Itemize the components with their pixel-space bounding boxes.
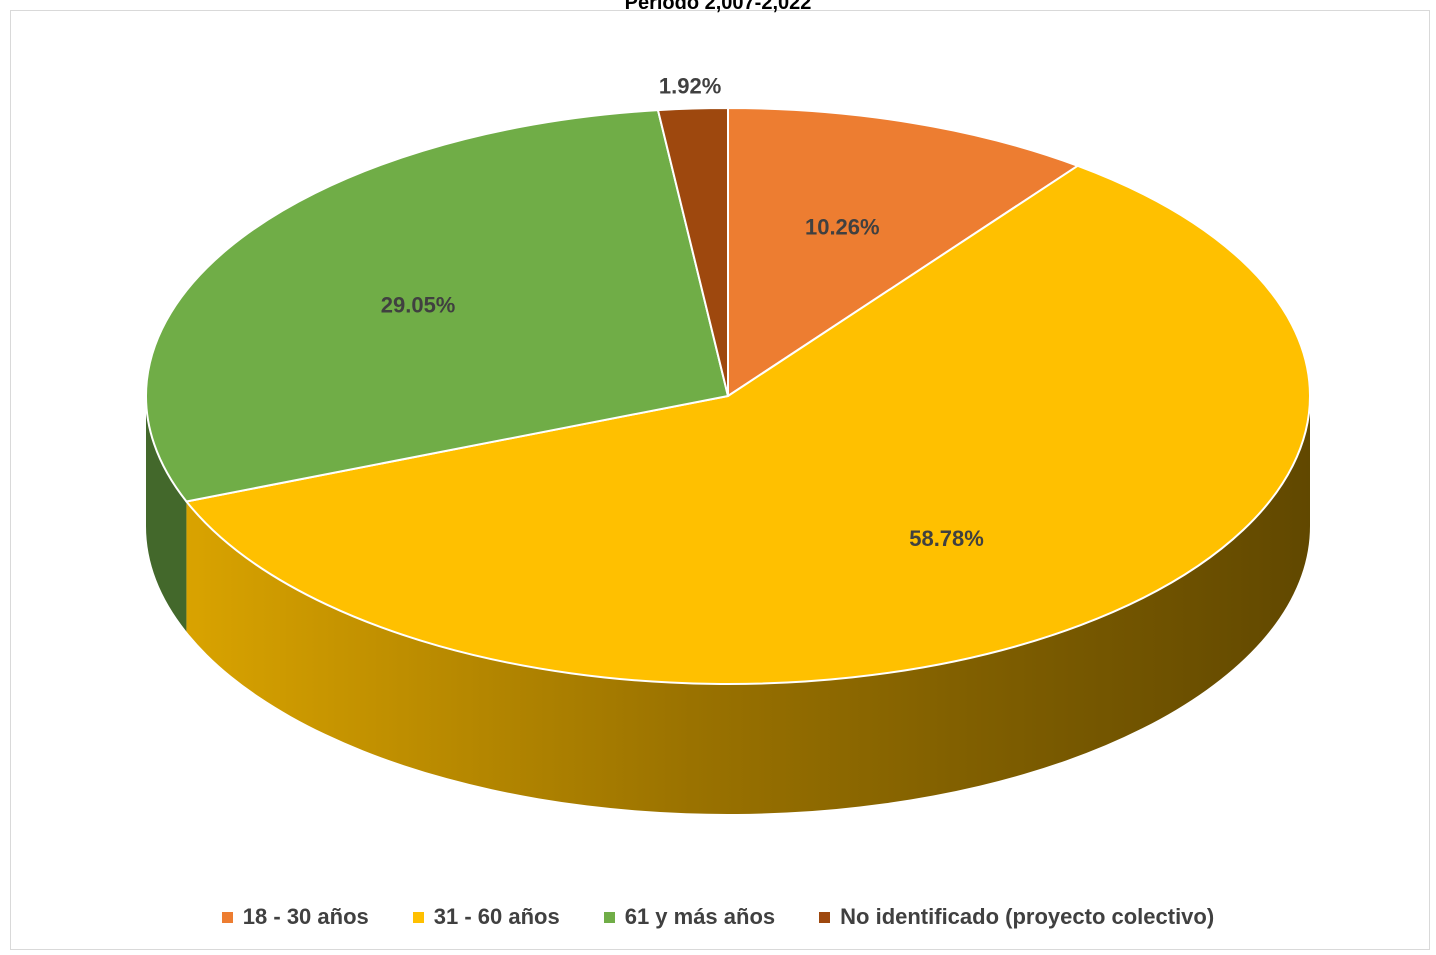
- legend-swatch-18-30: [221, 911, 233, 923]
- data-label-31-60: 58.78%: [909, 526, 984, 551]
- legend-label-no-identificado: No identificado (proyecto colectivo): [840, 904, 1215, 929]
- legend-item-61-plus: 61 y más años: [603, 904, 776, 930]
- legend-swatch-61-plus: [603, 911, 615, 923]
- chart-area: [10, 10, 1430, 950]
- legend-swatch-no-identificado: [819, 911, 831, 923]
- legend-item-31-60: 31 - 60 años: [412, 904, 560, 930]
- legend-label-61-plus: 61 y más años: [624, 904, 776, 929]
- pie-slice-61-plus: [145, 109, 729, 503]
- pie-side-31-60: [186, 396, 1310, 814]
- pie-slice-18-30: [727, 107, 1079, 397]
- pie-slice-31-60: [185, 164, 1311, 685]
- chart-title: Periodo 2,007-2,022: [624, 0, 812, 14]
- pie-slice-no-identificado: [656, 107, 729, 397]
- legend-label-18-30: 18 - 30 años: [242, 904, 369, 929]
- legend-item-no-identificado: No identificado (proyecto colectivo): [819, 904, 1214, 930]
- legend-label-31-60: 31 - 60 años: [433, 904, 560, 929]
- data-label-61-plus: 29.05%: [381, 293, 456, 318]
- pie-side-61-plus: [146, 396, 187, 632]
- data-label-no-identificado: 1.92%: [659, 74, 721, 99]
- legend: 18 - 30 años 31 - 60 años 61 y más años …: [0, 904, 1436, 930]
- legend-item-18-30: 18 - 30 años: [221, 904, 369, 930]
- legend-swatch-31-60: [412, 911, 424, 923]
- data-label-18-30: 10.26%: [805, 215, 880, 240]
